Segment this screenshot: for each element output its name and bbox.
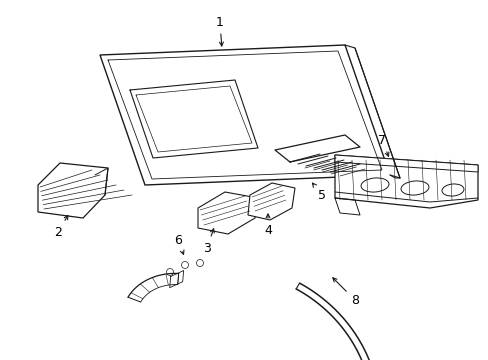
Text: 2: 2: [54, 215, 68, 239]
Polygon shape: [38, 163, 108, 218]
Polygon shape: [334, 155, 477, 172]
Text: 3: 3: [203, 229, 214, 255]
Polygon shape: [198, 192, 258, 234]
Text: 6: 6: [174, 234, 183, 254]
Text: 4: 4: [264, 214, 271, 237]
Polygon shape: [247, 183, 294, 220]
Ellipse shape: [360, 178, 388, 192]
Polygon shape: [334, 155, 477, 208]
Text: 5: 5: [312, 183, 325, 202]
Ellipse shape: [441, 184, 463, 196]
Text: 1: 1: [216, 15, 224, 46]
Text: 8: 8: [332, 278, 358, 306]
Ellipse shape: [400, 181, 428, 195]
Polygon shape: [100, 45, 389, 185]
Text: 7: 7: [377, 134, 388, 156]
